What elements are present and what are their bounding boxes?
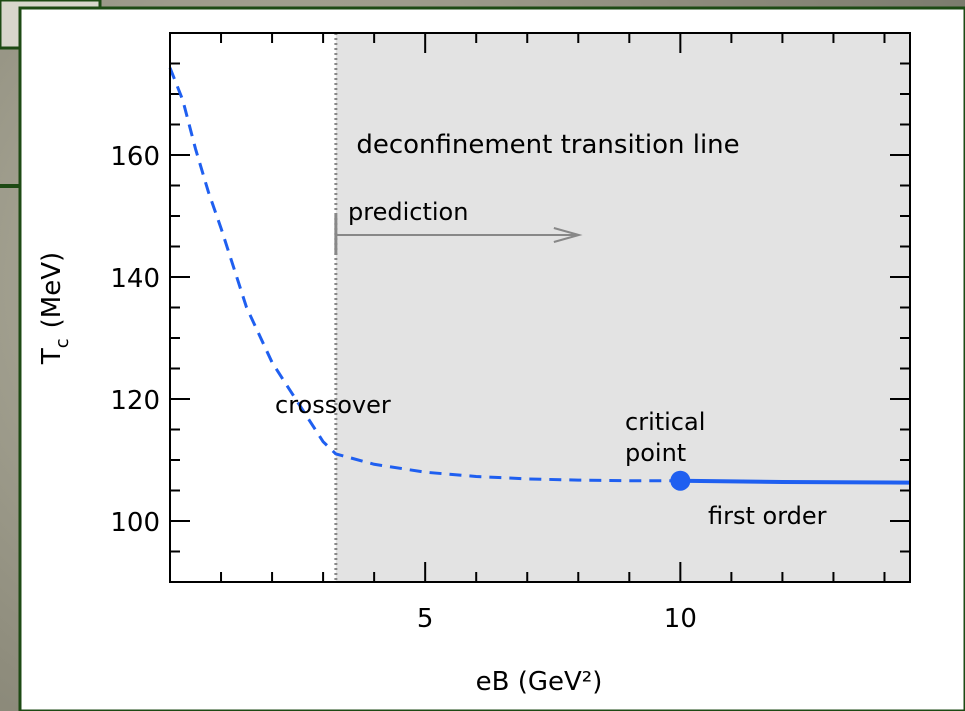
annotation: first order <box>708 502 827 530</box>
y-label-unit: (MeV) <box>37 252 67 329</box>
y-tick-label: 120 <box>110 386 160 416</box>
plot-frame <box>169 32 911 583</box>
line <box>680 478 911 485</box>
x-tick-label: 10 <box>664 604 697 634</box>
x-label: eB (GeV²) <box>476 667 603 697</box>
y-tick-label: 160 <box>110 142 160 172</box>
y-label-main: T <box>37 348 67 365</box>
x-tick-label: 5 <box>417 604 434 634</box>
y-tick-label: 140 <box>110 264 160 294</box>
y-tick-label: 100 <box>110 508 160 538</box>
y-label: Tc (MeV) <box>37 252 73 365</box>
annotation: crossover <box>275 391 391 419</box>
prediction-region <box>335 33 910 582</box>
y-label-sub: c <box>52 338 73 348</box>
annotation: point <box>625 439 686 467</box>
annotation: prediction <box>348 198 468 226</box>
title: deconfinement transition line <box>356 130 739 160</box>
arrow-head <box>553 227 583 243</box>
line <box>168 67 681 483</box>
annotation: critical <box>625 408 705 436</box>
critical-point <box>670 470 691 491</box>
